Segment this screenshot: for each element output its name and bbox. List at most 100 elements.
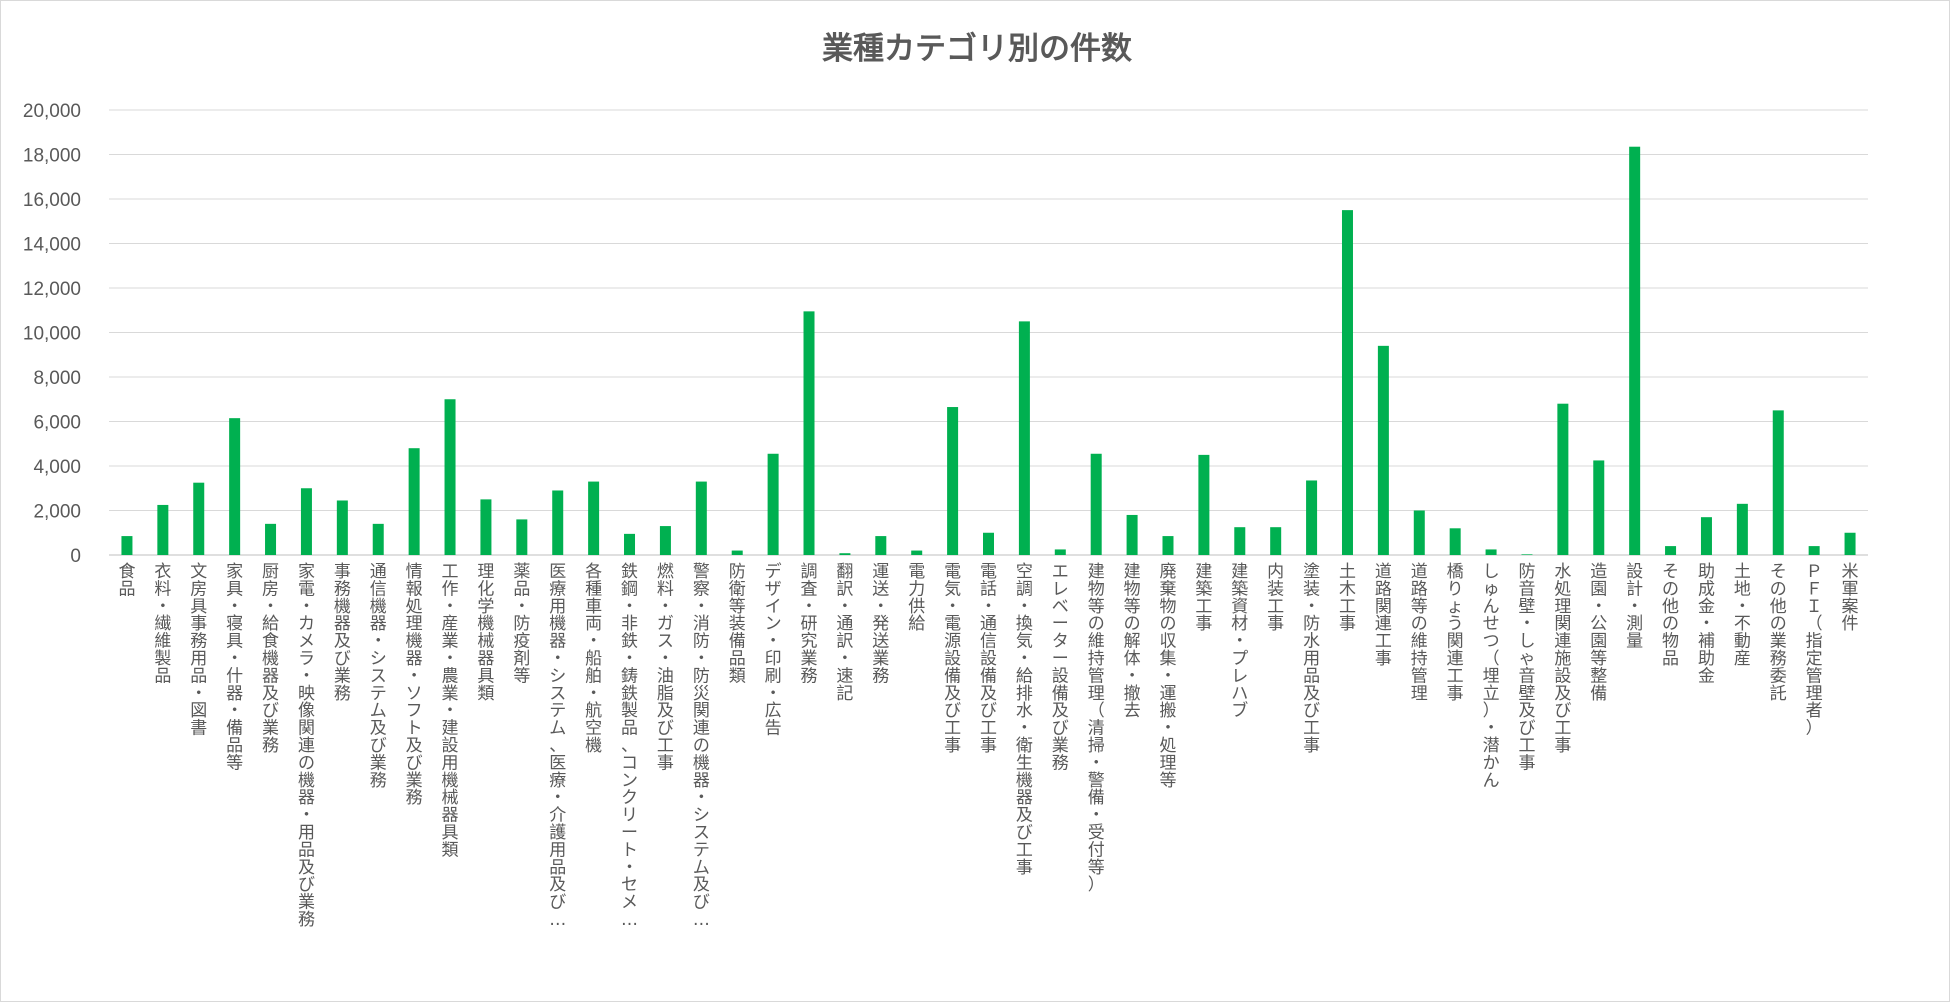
- x-tick-label: 米軍案件: [1842, 562, 1859, 634]
- y-tick-label: 20,000: [23, 101, 81, 122]
- bar: [229, 418, 241, 555]
- bar: [875, 536, 887, 555]
- y-tick-label: 12,000: [23, 279, 81, 300]
- bar: [372, 523, 384, 555]
- x-tick-label: その他の業務委託: [1770, 562, 1787, 704]
- bar: [480, 499, 492, 555]
- x-tick-label: 防音壁・しゃ音壁及び工事: [1518, 562, 1535, 773]
- x-tick-label: 内装工事: [1267, 562, 1284, 634]
- x-tick-label: 通信機器・システム及び業務: [370, 562, 387, 791]
- bar: [588, 481, 600, 555]
- y-tick-label: 18,000: [23, 146, 81, 167]
- bar: [1557, 403, 1569, 555]
- x-tick-label: 土地・不動産: [1734, 562, 1751, 669]
- x-tick-label: 設計・測量: [1626, 562, 1643, 652]
- y-tick-label: 10,000: [23, 324, 81, 345]
- bar: [1018, 321, 1030, 555]
- bar: [731, 550, 743, 555]
- x-tick-label: 建物等の解体・撤去: [1124, 562, 1141, 721]
- bar: [1700, 517, 1712, 555]
- bar: [265, 523, 277, 555]
- bar: [1270, 527, 1282, 555]
- x-tick-label: 建築工事: [1195, 562, 1212, 634]
- bar: [911, 550, 923, 555]
- bar: [983, 532, 994, 555]
- bar: [803, 311, 815, 555]
- x-tick-label: 建築資材・プレハブ: [1231, 562, 1248, 721]
- x-tick-label: 薬品・防疫剤等: [513, 562, 530, 686]
- bar: [767, 453, 779, 555]
- bar: [1198, 454, 1210, 555]
- bar: [336, 500, 348, 555]
- bar: [947, 407, 959, 555]
- bar: [157, 504, 169, 555]
- x-axis-ticks: 食品 衣料・繊維製品 文房具事務用品・図書 家具・寝具・什器・備品等 厨房・給食機器及び…: [118, 561, 1858, 930]
- bar: [1234, 527, 1246, 555]
- x-tick-label: 橋りょう関連工事: [1447, 562, 1464, 704]
- x-tick-label: 造園・公園等整備: [1590, 562, 1607, 704]
- x-tick-label: 建物等の維持管理（清掃・警備・受付等）: [1088, 562, 1105, 895]
- bar: [1629, 146, 1641, 555]
- x-tick-label: 情報処理機器・ソフト及び業務: [406, 562, 423, 808]
- bar: [1808, 546, 1820, 555]
- y-tick-label: 4,000: [33, 457, 81, 478]
- bar: [695, 481, 707, 555]
- y-tick-label: 2,000: [33, 502, 81, 523]
- x-tick-label: 道路関連工事: [1375, 562, 1392, 669]
- bar: [408, 448, 420, 555]
- x-tick-label: 防衛等装備品類: [729, 562, 746, 686]
- x-tick-label: 警察・消防・防災関連の機器・システム及び…: [693, 562, 710, 930]
- x-tick-label: その他の物品: [1662, 562, 1679, 669]
- x-tick-label: 塗装・防水用品及び工事: [1303, 561, 1320, 756]
- x-tick-label: 助成金・補助金: [1698, 562, 1715, 686]
- x-tick-label: 家電・カメラ・映像関連の機器・用品及び業務: [298, 562, 315, 930]
- bar: [1844, 532, 1856, 555]
- bar: [444, 399, 456, 555]
- x-tick-label: 工作・産業・農業・建設用機械器具類: [442, 562, 459, 860]
- bar: [516, 519, 528, 555]
- x-tick-label: 各種車両・船舶・航空機: [585, 562, 602, 756]
- bar: [1485, 549, 1497, 555]
- bar: [659, 526, 671, 555]
- bar: [193, 482, 205, 555]
- chart-title: 業種カテゴリ別の件数: [822, 31, 1132, 67]
- bar: [1593, 460, 1605, 555]
- x-tick-label: ＰＦＩ（指定管理者）: [1806, 562, 1823, 739]
- y-axis-ticks: 0 2,000 4,000 6,000 8,000 10,000 12,000 14,000 1…: [23, 101, 81, 567]
- x-tick-label: 翻訳・通訳・速記: [836, 562, 853, 704]
- x-tick-label: エレベーター設備及び業務: [1052, 562, 1069, 773]
- y-tick-label: 8,000: [33, 368, 81, 389]
- x-tick-label: 水処理関連施設及び工事: [1554, 562, 1571, 756]
- x-tick-label: 燃料・ガス・油脂及び工事: [657, 562, 674, 773]
- bar: [1341, 210, 1353, 555]
- bar: [1413, 510, 1425, 555]
- bar: [300, 488, 312, 555]
- bar: [1090, 453, 1102, 555]
- y-tick-label: 6,000: [33, 413, 81, 434]
- bar: [1736, 503, 1748, 555]
- bar: [1306, 480, 1318, 555]
- gridlines: [109, 109, 1868, 556]
- x-tick-label: 空調・換気・給排水・衛生機器及び工事: [1016, 562, 1033, 878]
- x-tick-label: 衣料・繊維製品: [154, 562, 171, 686]
- x-tick-label: 電力供給: [908, 562, 925, 634]
- x-tick-label: デザイン・印刷・広告: [765, 561, 782, 739]
- x-tick-label: 鉄鋼・非鉄・鋳鉄製品、コンクリート・セメ…: [621, 562, 638, 930]
- bar: [1521, 554, 1533, 555]
- x-tick-label: 運送・発送業務: [872, 562, 889, 686]
- x-tick-label: 厨房・給食機器及び業務: [262, 562, 279, 756]
- bar: [1126, 514, 1138, 555]
- x-tick-label: 食品: [118, 562, 135, 599]
- x-tick-label: 医療用機器・システム、医療・介護用品及び…: [549, 562, 566, 930]
- bar: [624, 533, 636, 555]
- bar: [1665, 546, 1677, 555]
- bars: [121, 146, 1856, 555]
- bar: [839, 553, 851, 555]
- bar: [1054, 549, 1066, 555]
- x-tick-label: 理化学機械器具類: [477, 562, 494, 704]
- x-tick-label: 廃棄物の収集・運搬・処理等: [1159, 562, 1176, 791]
- bar: [1449, 528, 1461, 555]
- x-tick-label: しゅんせつ（埋立）・潜かん: [1483, 562, 1500, 791]
